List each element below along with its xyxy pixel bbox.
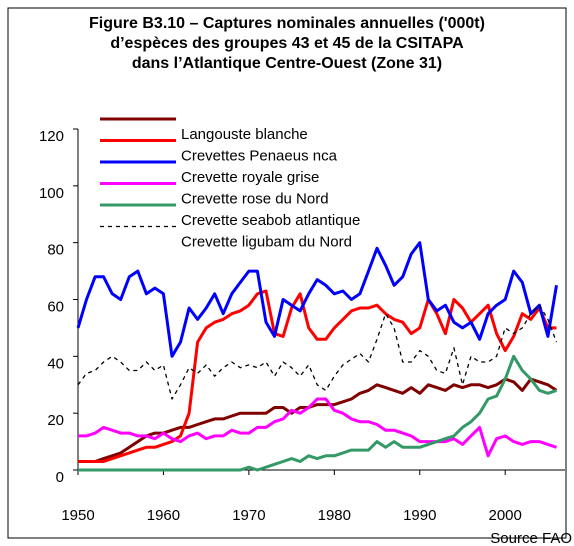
legend-label: Crevette royale grise <box>181 169 319 186</box>
legend-label: Crevettes Penaeus nca <box>181 147 338 164</box>
series-line <box>78 377 558 463</box>
legend-label: Crevette rose du Nord <box>181 190 329 207</box>
y-tick-label: 100 <box>39 185 64 202</box>
y-tick-label: 60 <box>47 298 64 315</box>
y-tick-label: 0 <box>56 469 64 486</box>
chart-title: dans l’Atlantique Centre-Ouest (Zone 31) <box>132 55 442 72</box>
legend-label: Crevette seabob atlantique <box>181 212 360 229</box>
y-tick-label: 80 <box>47 242 64 259</box>
y-tick-label: 20 <box>47 412 64 429</box>
x-tick-label: 1970 <box>232 507 265 524</box>
legend-label: Crevette ligubam du Nord <box>181 233 352 250</box>
series-line <box>78 354 557 472</box>
x-tick-label: 1990 <box>403 507 436 524</box>
series-line <box>78 397 557 458</box>
series-line <box>77 304 558 400</box>
frame <box>7 7 567 539</box>
x-tick-label: 1950 <box>61 507 94 524</box>
y-tick-label: 120 <box>39 128 64 145</box>
x-tick-label: 1980 <box>318 507 351 524</box>
chart-title: Figure B3.10 – Captures nominales annuel… <box>89 15 485 32</box>
source: Source FAO <box>490 530 572 546</box>
y-tick-label: 40 <box>47 355 64 372</box>
series-line <box>76 241 558 358</box>
x-tick-label: 2000 <box>489 507 522 524</box>
chart-title: d’espèces des groupes 43 et 45 de la CSI… <box>110 35 464 52</box>
series-line <box>78 289 557 463</box>
x-tick-label: 1960 <box>147 507 180 524</box>
legend-label: Langouste blanche <box>181 126 308 143</box>
